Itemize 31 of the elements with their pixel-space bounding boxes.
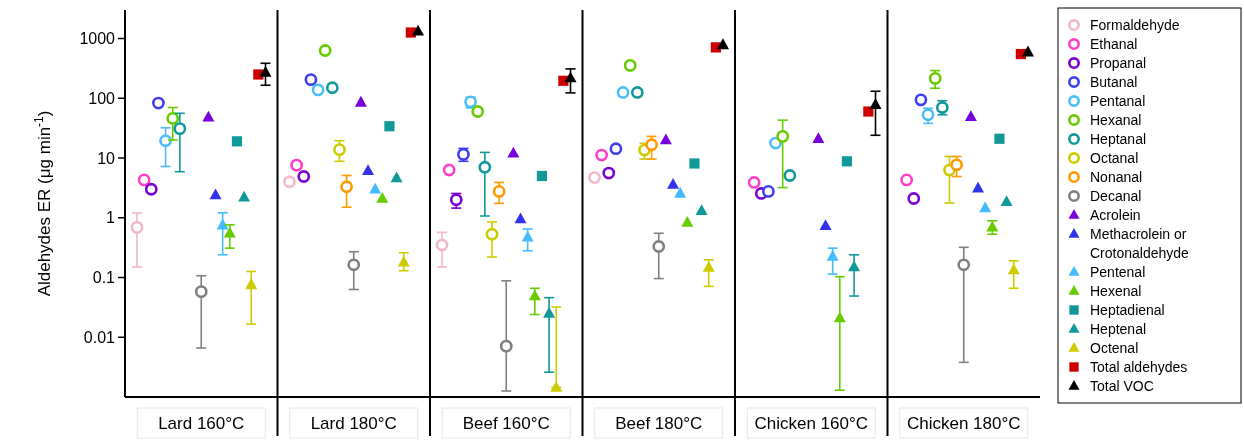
legend-label: Acrolein — [1090, 207, 1141, 223]
legend-label: Hexenal — [1090, 283, 1142, 299]
x-tick-label: Lard 180°C — [310, 414, 397, 433]
x-tick-label: Beef 180°C — [615, 414, 703, 433]
legend-label: Ethanal — [1090, 36, 1138, 52]
y-tick-label: 100 — [88, 89, 116, 107]
legend-label: Heptenal — [1090, 321, 1147, 337]
legend-label: Octanal — [1090, 150, 1139, 166]
legend-label: Pentanal — [1090, 93, 1146, 109]
y-tick-label: 10 — [97, 149, 116, 167]
y-tick-label: 0.01 — [83, 328, 116, 346]
legend-label: Methacrolein or Crotonaldehyde — [1090, 226, 1190, 261]
legend-label: Total VOC — [1090, 378, 1154, 394]
legend-label: Decanal — [1090, 188, 1142, 204]
legend-label: Propanal — [1090, 55, 1147, 71]
legend-label: Nonanal — [1090, 169, 1143, 185]
x-tick-label: Chicken 160°C — [754, 414, 869, 433]
x-tick-label: Lard 160°C — [158, 414, 245, 433]
legend-label: Octenal — [1090, 340, 1139, 356]
x-tick-label: Chicken 180°C — [906, 414, 1021, 433]
legend-label: Heptanal — [1090, 131, 1147, 147]
legend-label: Hexanal — [1090, 112, 1142, 128]
legend-label: Pentenal — [1090, 264, 1146, 280]
y-tick-label: 0.1 — [92, 269, 116, 287]
y-tick-label: 1 — [106, 209, 116, 227]
legend-label: Total aldehydes — [1090, 359, 1188, 375]
legend-label: Butanal — [1090, 74, 1138, 90]
y-tick-label: 1000 — [79, 30, 116, 48]
x-tick-label: Beef 160°C — [462, 414, 550, 433]
legend-label: Formaldehyde — [1090, 17, 1180, 33]
legend-label: Heptadienal — [1090, 302, 1165, 318]
